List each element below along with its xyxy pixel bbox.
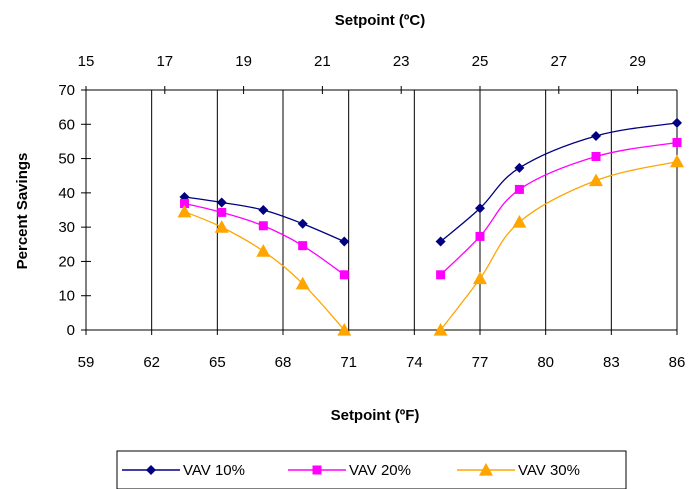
data-point	[214, 220, 229, 233]
tick-labels: 0 10 20 30 40 50 60 70 59 62 65 68 71 74 77 80 83 86 15 17 1…	[58, 53, 685, 371]
data-point	[512, 215, 527, 228]
y-tick-label: 10	[58, 288, 75, 305]
y-tick-label: 60	[58, 116, 75, 133]
data-point	[670, 154, 684, 168]
series-line	[440, 122, 678, 243]
data-point	[295, 276, 310, 290]
legend-label: VAV 20%	[349, 462, 411, 479]
x-tick-label-f: 83	[603, 354, 620, 371]
x-tick-label-c: 21	[314, 53, 331, 70]
x-tick-label-f: 74	[406, 354, 423, 371]
x-tick-label-f: 59	[78, 354, 95, 371]
y-tick-label: 20	[58, 253, 75, 270]
legend-marker	[312, 465, 322, 475]
x-tick-label-c: 15	[78, 53, 95, 70]
data-point	[258, 205, 269, 215]
y-tick-label: 40	[58, 185, 75, 202]
x-tick-label-f: 86	[669, 354, 686, 371]
gridlines	[85, 90, 678, 330]
data-point	[337, 323, 352, 336]
data-point	[514, 184, 524, 194]
y-axis-title: Percent Savings	[14, 153, 31, 270]
data-point	[672, 137, 682, 147]
legend: VAV 10% VAV 20% VAV 30%	[116, 450, 627, 489]
legend-label: VAV 30%	[518, 462, 580, 479]
data-point	[298, 241, 308, 251]
top-axis-title: Setpoint (ºC)	[335, 12, 425, 29]
y-tick-label: 30	[58, 219, 75, 236]
x-tick-label-f: 62	[143, 354, 160, 371]
data-point	[177, 204, 192, 218]
series-line	[184, 196, 345, 243]
data-point	[473, 271, 487, 285]
series-vav-30	[177, 154, 684, 336]
y-tick-label: 0	[67, 322, 75, 339]
series-vav-20	[180, 137, 682, 280]
series-vav-10	[179, 117, 682, 247]
series-line	[184, 202, 345, 276]
x-tick-label-c: 23	[393, 53, 410, 70]
series-layer	[177, 117, 684, 336]
data-point	[435, 236, 446, 247]
legend-marker	[146, 465, 156, 475]
x-tick-label-f: 80	[537, 354, 554, 371]
x-tick-label-c: 27	[550, 53, 567, 70]
data-point	[514, 162, 525, 173]
y-tick-label: 50	[58, 151, 75, 168]
bottom-axis-title: Setpoint (ºF)	[331, 407, 420, 424]
data-point	[591, 130, 602, 141]
x-tick-label-f: 68	[275, 354, 292, 371]
legend-label: VAV 10%	[183, 462, 245, 479]
data-point	[589, 173, 604, 187]
series-line	[440, 161, 678, 331]
data-point	[216, 197, 227, 208]
x-tick-label-f: 71	[340, 354, 357, 371]
x-tick-label-c: 17	[156, 53, 173, 70]
x-tick-label-c: 29	[629, 53, 646, 70]
legend-box	[116, 450, 627, 489]
y-tick-label: 70	[58, 82, 75, 99]
data-point	[591, 152, 601, 162]
data-point	[475, 203, 485, 214]
data-point	[297, 218, 308, 229]
x-tick-label-f: 65	[209, 354, 226, 371]
data-point	[256, 244, 271, 257]
data-point	[217, 207, 227, 217]
data-point	[433, 323, 448, 336]
data-point	[339, 270, 349, 280]
data-point	[672, 117, 682, 128]
data-point	[180, 198, 189, 208]
data-point	[339, 236, 350, 247]
data-point	[475, 231, 485, 241]
x-tick-label-c: 25	[472, 53, 489, 70]
axes	[81, 86, 678, 335]
x-tick-label-f: 77	[472, 354, 489, 371]
x-tick-label-c: 19	[235, 53, 252, 70]
data-point	[258, 221, 268, 231]
legend-marker	[479, 463, 493, 476]
data-point	[436, 270, 446, 280]
